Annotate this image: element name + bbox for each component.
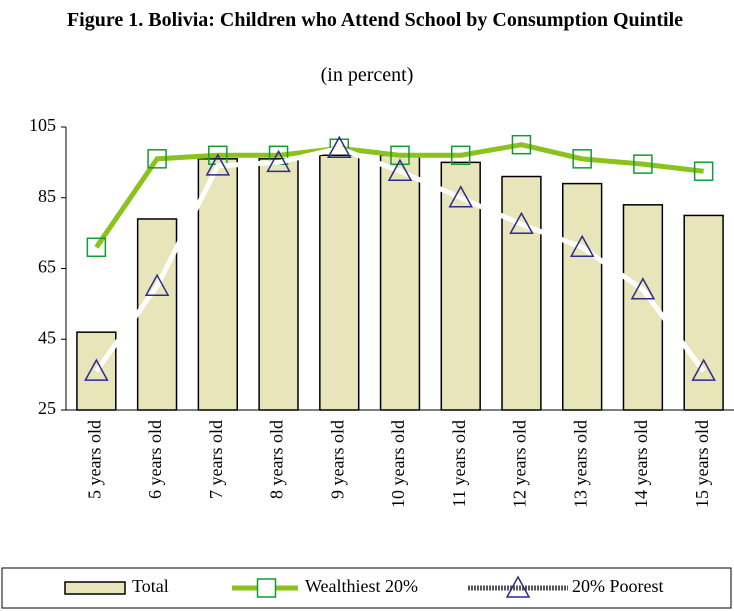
chart-subtitle: (in percent) bbox=[320, 64, 414, 86]
bar bbox=[501, 175, 542, 411]
point bbox=[266, 149, 291, 173]
x-tick-label: 10 years old bbox=[388, 420, 408, 508]
point bbox=[630, 277, 656, 300]
point bbox=[633, 154, 653, 174]
point bbox=[144, 273, 170, 296]
bar bbox=[379, 154, 421, 411]
x-tick-label: 7 years old bbox=[206, 420, 226, 499]
chart-title: Figure 1. Bolivia: Children who Attend S… bbox=[66, 9, 684, 31]
x-tick-label: 9 years old bbox=[327, 420, 347, 499]
y-tick-label: 45 bbox=[38, 327, 56, 347]
legend-swatch bbox=[64, 581, 126, 595]
y-tick-label: 25 bbox=[38, 398, 56, 418]
y-tick-label: 85 bbox=[38, 186, 56, 206]
point bbox=[86, 237, 107, 258]
point bbox=[511, 134, 532, 155]
point bbox=[327, 135, 352, 158]
legend-label: 20% Poorest bbox=[572, 576, 664, 596]
bar bbox=[136, 218, 178, 411]
legend-marker bbox=[505, 575, 531, 598]
bar bbox=[561, 182, 603, 411]
legend-label: Total bbox=[132, 576, 169, 596]
y-tick-label: 105 bbox=[29, 115, 56, 135]
x-tick-label: 8 years old bbox=[267, 420, 287, 499]
line bbox=[94, 142, 704, 249]
point bbox=[450, 145, 471, 166]
point bbox=[147, 149, 167, 169]
point bbox=[509, 211, 534, 235]
point bbox=[448, 185, 473, 208]
point bbox=[569, 234, 595, 258]
x-tick-label: 6 years old bbox=[145, 420, 165, 499]
point bbox=[693, 161, 714, 181]
point bbox=[84, 358, 109, 381]
bar bbox=[258, 158, 299, 411]
point bbox=[691, 358, 716, 381]
y-tick-label: 65 bbox=[38, 257, 56, 277]
x-tick-label: 13 years old bbox=[570, 420, 590, 508]
line bbox=[94, 145, 706, 373]
x-tick-label: 14 years old bbox=[631, 420, 651, 508]
bar bbox=[197, 158, 239, 411]
point bbox=[572, 149, 592, 169]
x-tick-label: 5 years old bbox=[84, 420, 104, 499]
bar bbox=[683, 214, 724, 411]
point bbox=[205, 153, 231, 176]
x-tick-label: 12 years old bbox=[510, 420, 530, 508]
bar bbox=[319, 154, 360, 411]
x-tick-label: 11 years old bbox=[449, 420, 469, 507]
legend-marker bbox=[256, 578, 277, 598]
x-tick-label: 15 years old bbox=[692, 420, 712, 508]
legend-label: Wealthiest 20% bbox=[305, 576, 418, 596]
point bbox=[390, 145, 410, 166]
point bbox=[387, 158, 413, 181]
bar bbox=[76, 331, 117, 411]
